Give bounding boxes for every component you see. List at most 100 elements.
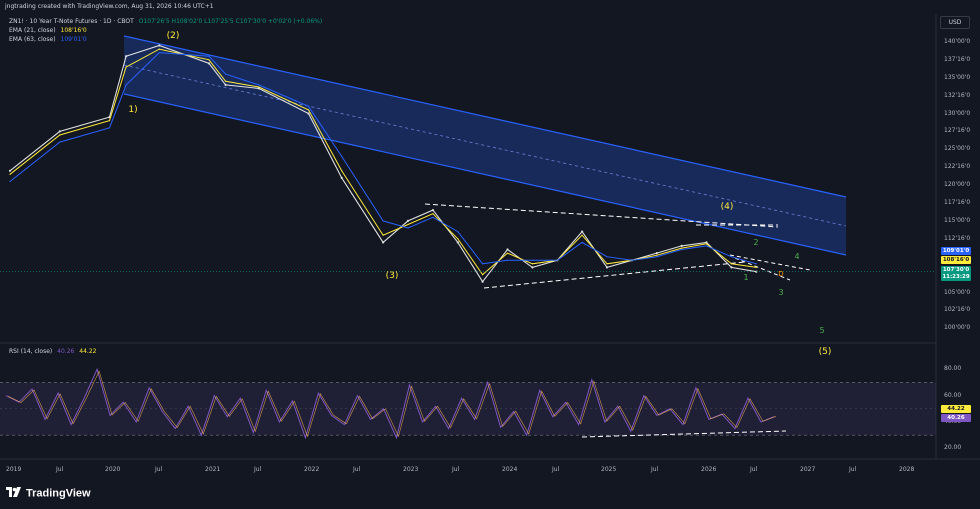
series-2-point (59, 141, 61, 143)
rsi-tick-label: 20.00 (944, 444, 962, 452)
time-tick-label: 2022 (304, 466, 320, 473)
time-tick-label: Jul (56, 466, 64, 473)
price-tick-label: 130'00'0 (944, 109, 971, 117)
wave-label-green: 3 (778, 288, 783, 297)
tradingview-logo[interactable]: TradingView (6, 487, 91, 500)
series-1-point (581, 234, 583, 236)
rsi-line (5, 367, 775, 440)
series-1-point (258, 86, 260, 88)
symbol-title[interactable]: ZN1! · 10 Year T-Note Futures · 1D · CBO… (9, 18, 134, 25)
series-0-point (406, 219, 410, 222)
price-tick-label: 102'16'0 (944, 306, 971, 314)
rsi-legend[interactable]: RSI (14, close) 40.26 44.22 (9, 348, 96, 355)
series-1-point (681, 247, 683, 249)
series-1-point (407, 223, 409, 226)
price-tag: 11:23:29 (941, 273, 971, 281)
time-tick-label: Jul (254, 466, 262, 473)
series-1-point (482, 274, 484, 276)
wave-label-green: 4 (794, 252, 799, 261)
series-1-point (125, 66, 127, 68)
brand-wordmark: TradingView (26, 487, 91, 500)
series-2-point (755, 263, 757, 265)
rsi-label: RSI (14, close) (9, 348, 53, 355)
series-1-point (656, 254, 658, 256)
price-tick-label: 117'16'0 (944, 199, 971, 206)
price-tick-label: 105'00'0 (944, 288, 971, 296)
ema63-legend[interactable]: EMA (63, close) 109'01'0 (9, 36, 87, 43)
series-1-point (506, 252, 509, 254)
series-2-point (531, 259, 534, 261)
series-1-point (9, 173, 11, 175)
series-line-2 (9, 52, 757, 265)
rsi-value-2: 44.22 (79, 348, 97, 355)
series-2-point (225, 73, 227, 75)
time-tick-label: Jul (452, 466, 460, 473)
series-0-point (506, 248, 509, 251)
series-2-point (341, 155, 343, 157)
series-1-point (755, 266, 757, 268)
series-0-point (705, 241, 708, 244)
channel-lower-line (123, 93, 847, 256)
series-0-point (8, 169, 12, 172)
series-2-point (581, 241, 583, 243)
ema21-legend[interactable]: EMA (21, close) 108'16'0 (9, 27, 87, 34)
series-0-point (730, 266, 733, 269)
series-1-point (341, 170, 343, 172)
series-0-point (158, 44, 161, 47)
series-2-point (125, 84, 127, 86)
time-tick-label: 2024 (502, 466, 518, 473)
series-1-point (59, 134, 61, 136)
series-1-point (382, 234, 384, 236)
rsi-tick-label: 80.00 (944, 365, 962, 373)
wave-label-yellow: 1) (128, 105, 137, 115)
time-tick-label: 2025 (601, 466, 617, 473)
publisher-note: jngtrading created with TradingView.com,… (5, 3, 214, 10)
time-tick-label: Jul (552, 466, 560, 473)
series-0-point (382, 241, 385, 244)
rsi-value-1: 40.26 (57, 348, 75, 355)
series-0-point (125, 55, 128, 58)
series-1-point (457, 238, 459, 240)
wave-label-yellow: (2) (167, 31, 180, 41)
series-2-point (258, 84, 260, 86)
price-tick-label: 120'00'0 (944, 181, 971, 189)
channel-fill (124, 36, 846, 255)
series-2-point (432, 216, 434, 218)
price-tick-label: 112'16'0 (944, 234, 971, 242)
series-1-point (705, 243, 708, 245)
price-tag: 107'30'0 (941, 266, 971, 274)
ema63-value: 109'01'0 (60, 36, 87, 43)
series-1-point (432, 213, 434, 215)
price-tag: 108'16'0 (941, 256, 971, 264)
series-2-point (656, 256, 658, 258)
series-2-point (482, 263, 484, 265)
series-0-point (531, 266, 534, 269)
wave-label-orange: D (778, 270, 783, 278)
series-1-point (225, 80, 227, 82)
series-2-point (457, 231, 459, 233)
series-2-point (606, 256, 608, 258)
series-1-point (531, 263, 534, 265)
series-0-point (431, 209, 434, 212)
series-2-point (705, 245, 708, 247)
series-1-point (158, 48, 160, 50)
series-0-point (340, 176, 343, 179)
series-0-point (224, 83, 227, 86)
time-tick-label: 2028 (899, 466, 915, 473)
series-0-point (680, 244, 683, 247)
wave-label-green: 1 (743, 273, 748, 282)
time-tick-label: 2021 (205, 466, 221, 473)
series-1-point (730, 263, 733, 265)
series-2-point (631, 259, 633, 261)
symbol-legend[interactable]: ZN1! · 10 Year T-Note Futures · 1D · CBO… (9, 18, 322, 25)
currency-button[interactable]: USD (940, 16, 970, 29)
price-tick-label: 137'16'0 (944, 55, 971, 63)
time-tick-label: Jul (155, 466, 163, 473)
tv-logo-icon (6, 487, 22, 500)
wave-label-yellow: (3) (386, 271, 399, 281)
wave-label-yellow: (4) (721, 202, 734, 212)
triangle-upper-line (424, 203, 779, 228)
series-2-point (730, 256, 733, 258)
